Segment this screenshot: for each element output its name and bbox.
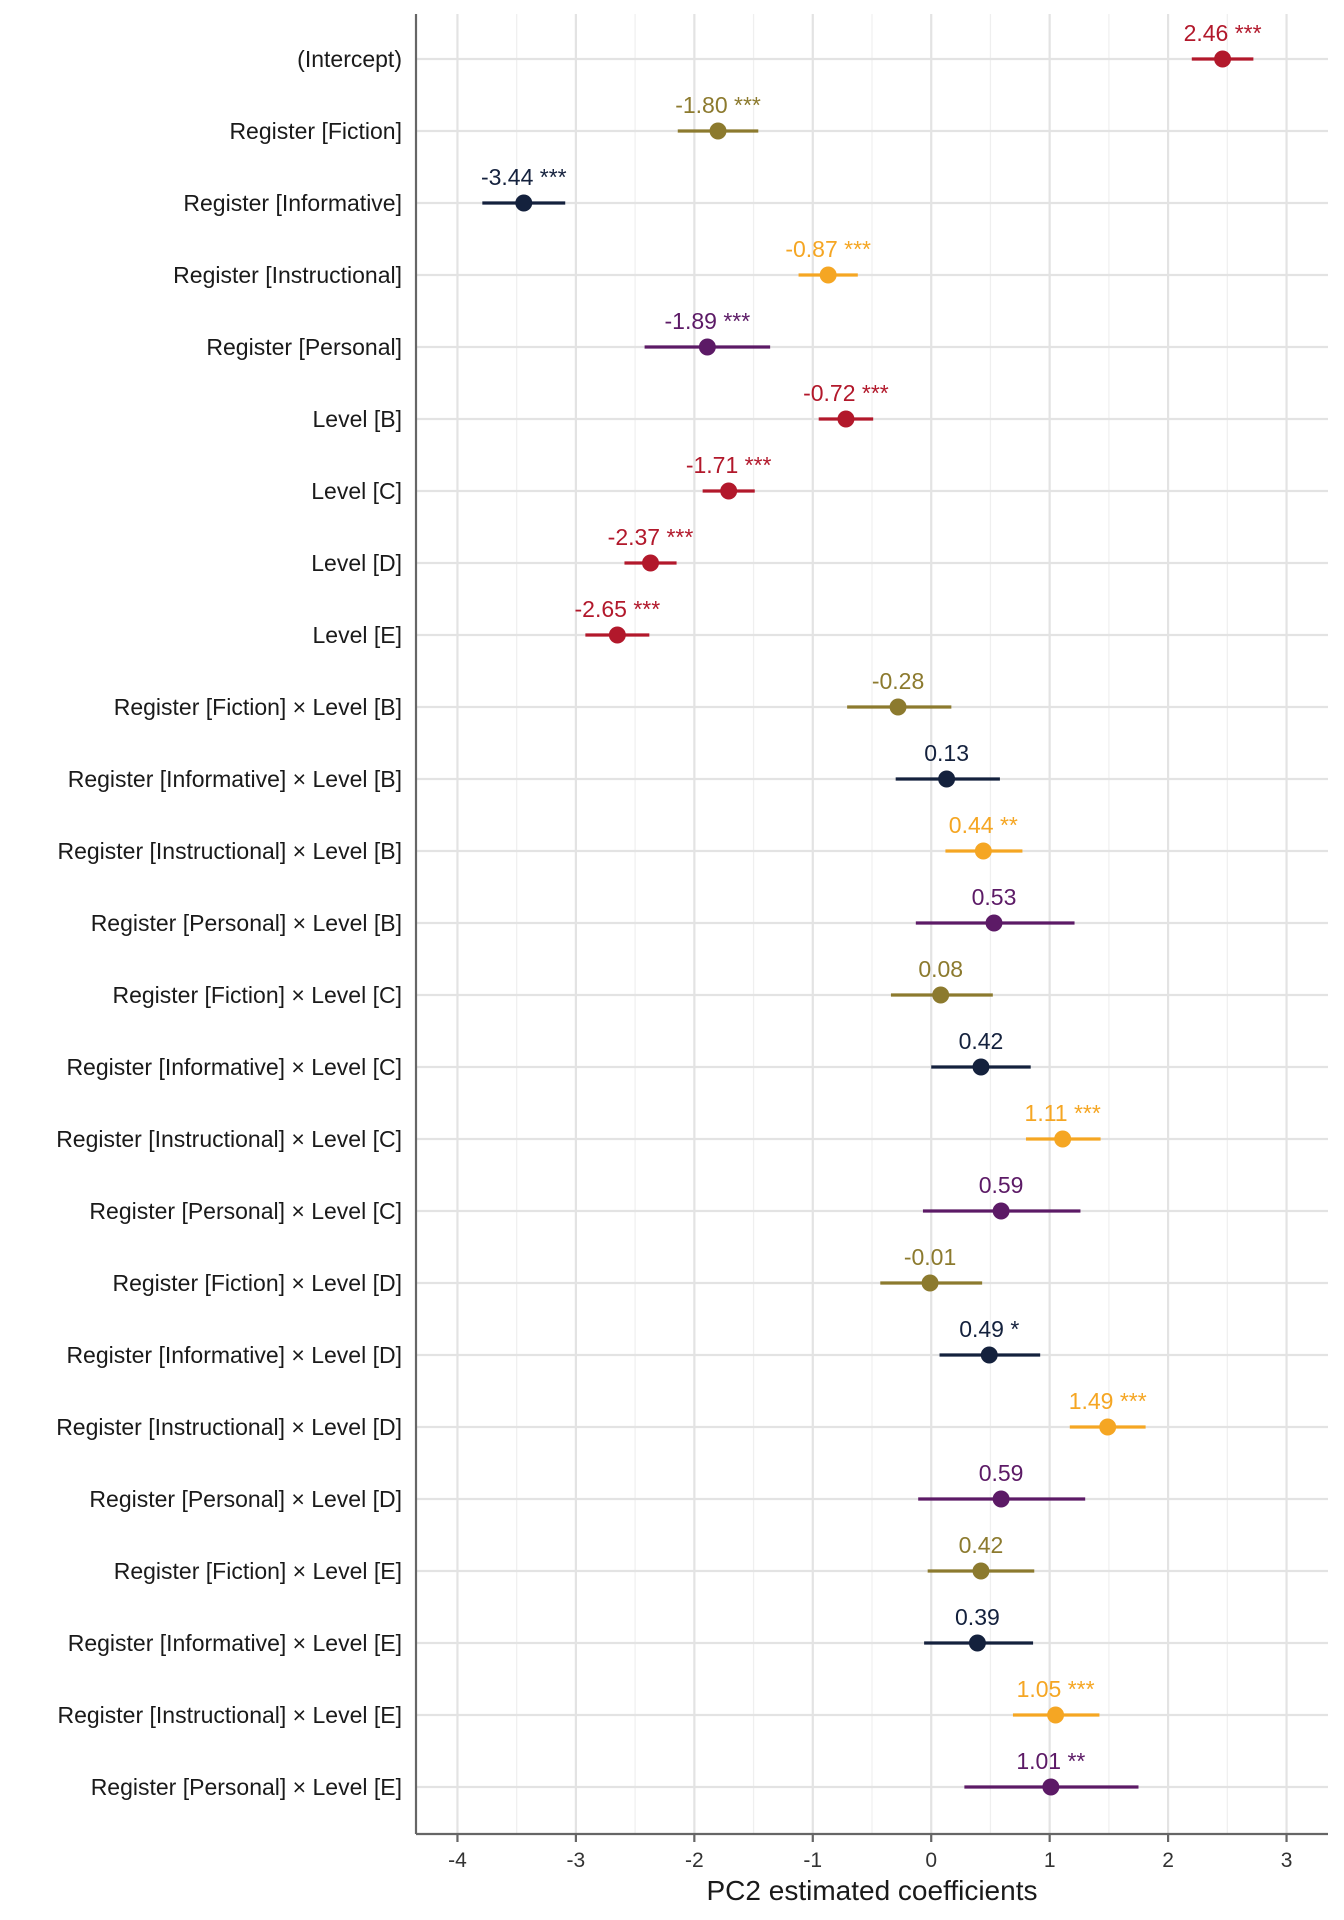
x-tick-labels: -4 -3 -2 -1 0 1 2 3 (448, 1849, 1292, 1872)
coefficient-label: 1.11 *** (1025, 1100, 1101, 1126)
coefficient-label: -0.28 (872, 668, 924, 694)
row-label: Register [Fiction] × Level [E] (114, 1558, 402, 1584)
coefficient-label: -1.89 *** (665, 308, 751, 334)
x-tick-label: 0 (925, 1849, 937, 1872)
coefficient-label: 0.08 (918, 956, 963, 982)
coefficient-label: 0.44 ** (949, 812, 1018, 838)
row-label: Register [Fiction] × Level [B] (114, 694, 402, 720)
x-tick-label: 1 (1044, 1849, 1056, 1872)
coefficient-label: 0.13 (924, 740, 969, 766)
x-tick-label: 3 (1281, 1849, 1293, 1872)
coefficient-point (992, 1490, 1010, 1508)
coefficient-point (889, 698, 907, 716)
coefficient-label: 0.39 (955, 1604, 1000, 1630)
x-tick-label: -1 (803, 1849, 822, 1872)
row-label: Register [Personal] × Level [B] (91, 910, 402, 936)
row-label: Register [Instructional] × Level [B] (57, 838, 402, 864)
x-tick-label: -2 (685, 1849, 704, 1872)
coefficient-label: -2.65 *** (575, 596, 661, 622)
coefficient-point (972, 1058, 990, 1076)
coefficient-point (972, 1562, 990, 1580)
coefficient-point (1047, 1706, 1065, 1724)
row-label: (Intercept) (297, 46, 402, 72)
row-label: Register [Fiction] (229, 118, 402, 144)
coefficient-point (698, 338, 716, 356)
coefficient-point (980, 1346, 998, 1364)
coefficient-point (709, 122, 727, 140)
row-label: Register [Informative] × Level [D] (66, 1342, 402, 1368)
coefficient-point (1042, 1778, 1060, 1796)
row-label: Register [Fiction] × Level [D] (112, 1270, 402, 1296)
row-label: Level [B] (313, 406, 403, 432)
row-label: Register [Personal] × Level [C] (89, 1198, 402, 1224)
coefficient-point (819, 266, 837, 284)
row-label: Level [C] (311, 478, 402, 504)
coefficient-label: -1.71 *** (686, 452, 772, 478)
coefficient-label: -0.01 (904, 1244, 956, 1270)
row-label: Register [Informative] (183, 190, 402, 216)
row-label: Register [Instructional] × Level [C] (56, 1126, 402, 1152)
coefficient-label: 1.01 ** (1016, 1748, 1085, 1774)
coefficient-label: -0.87 *** (785, 236, 871, 262)
coefficient-point (938, 770, 956, 788)
coefficient-label: 1.05 *** (1017, 1676, 1095, 1702)
row-label: Register [Informative] × Level [C] (66, 1054, 402, 1080)
coefficient-point (608, 626, 626, 644)
row-label: Register [Informative] × Level [B] (68, 766, 402, 792)
coefficient-point (720, 482, 738, 500)
coefficient-point (921, 1274, 939, 1292)
coefficient-label: -1.80 *** (675, 92, 761, 118)
coefficient-label: 0.42 (959, 1028, 1004, 1054)
coefficient-label: -3.44 *** (481, 164, 567, 190)
row-labels: (Intercept) Register [Fiction] Register [I… (56, 46, 402, 1800)
coefficient-point (837, 410, 855, 428)
coefficient-label: 1.49 *** (1069, 1388, 1147, 1414)
coefficient-label: -0.72 *** (803, 380, 889, 406)
x-tick-label: -4 (448, 1849, 467, 1872)
coefficient-label: 0.59 (979, 1460, 1024, 1486)
coefficient-point (642, 554, 660, 572)
x-tick-label: -3 (567, 1849, 586, 1872)
coefficient-point (1214, 50, 1232, 68)
coefficient-label: 0.49 * (959, 1316, 1019, 1342)
coefficient-point (985, 914, 1003, 932)
coefficient-label: 0.53 (972, 884, 1017, 910)
coefficient-point (1054, 1130, 1072, 1148)
row-label: Register [Personal] × Level [D] (89, 1486, 402, 1512)
row-label: Register [Fiction] × Level [C] (112, 982, 402, 1008)
row-label: Register [Instructional] × Level [E] (57, 1702, 402, 1728)
row-label: Register [Informative] × Level [E] (68, 1630, 402, 1656)
x-axis-title: PC2 estimated coefficients (707, 1875, 1038, 1906)
row-label: Register [Instructional] × Level [D] (56, 1414, 402, 1440)
coefficient-point (968, 1634, 986, 1652)
x-tick-label: 2 (1162, 1849, 1174, 1872)
coefficient-point (1099, 1418, 1117, 1436)
row-label: Register [Personal] × Level [E] (91, 1774, 402, 1800)
row-label: Level [E] (313, 622, 403, 648)
coefficient-point (932, 986, 950, 1004)
coefficient-label: 0.59 (979, 1172, 1024, 1198)
row-label: Register [Personal] (206, 334, 402, 360)
coefficient-label: -2.37 *** (608, 524, 694, 550)
coefficient-marks: 2.46 *** -1.80 *** -3.44 *** -0.87 *** -1.89… (481, 20, 1262, 1796)
row-label: Register [Instructional] (173, 262, 402, 288)
coefficient-point (974, 842, 992, 860)
coefficient-point (992, 1202, 1010, 1220)
coefficient-label: 2.46 *** (1184, 20, 1262, 46)
coefficient-label: 0.42 (959, 1532, 1004, 1558)
coefficient-point (515, 194, 533, 212)
row-label: Level [D] (311, 550, 402, 576)
axes (414, 14, 1328, 1842)
